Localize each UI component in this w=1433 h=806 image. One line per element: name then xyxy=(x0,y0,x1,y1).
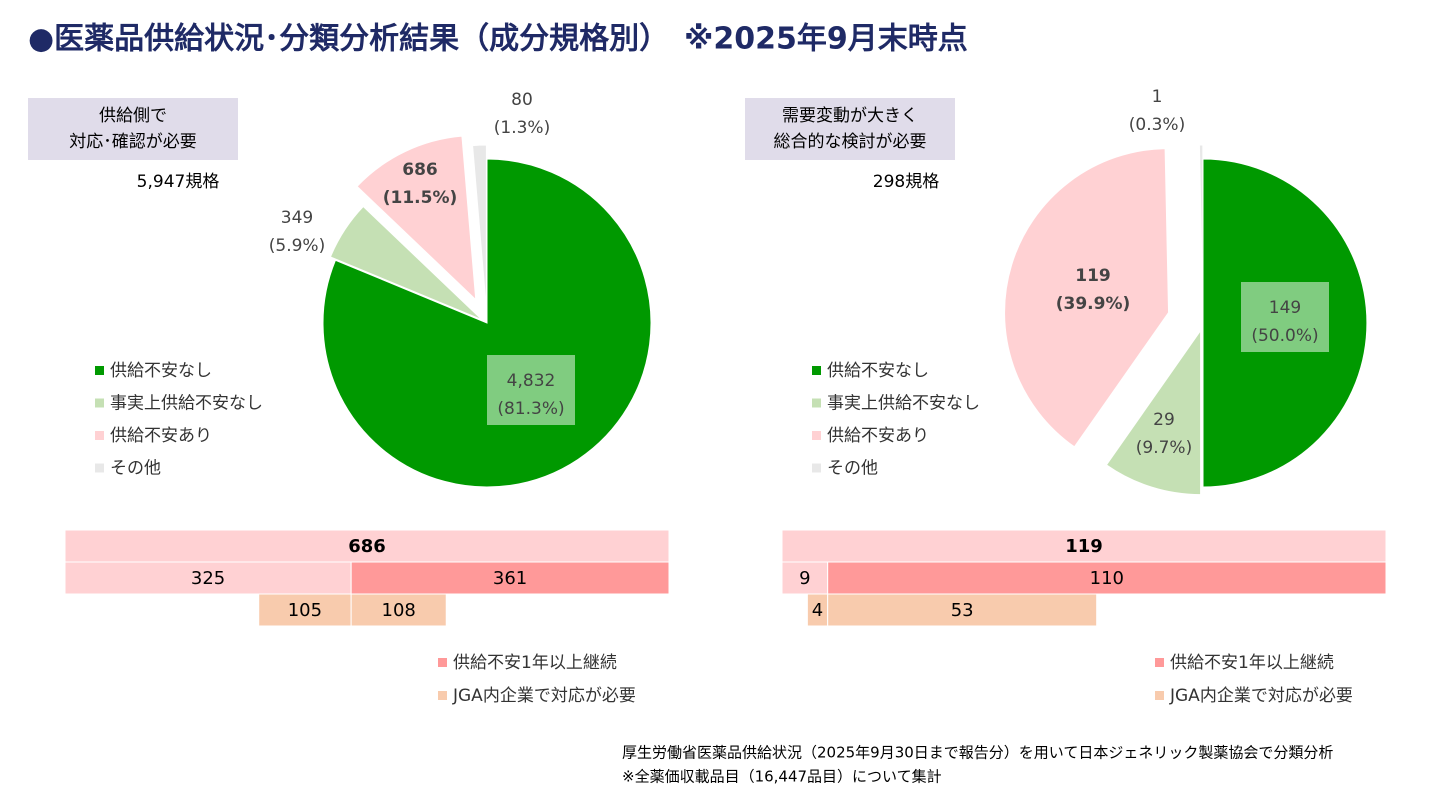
pie-slice xyxy=(322,158,652,488)
percent-label: (39.9%) xyxy=(1056,294,1131,314)
label-box xyxy=(487,355,575,425)
percent-label: (0.3%) xyxy=(1129,115,1185,135)
slide-title: ●医薬品供給状況･分類分析結果（成分規格別） ※2025年9月末時点 xyxy=(28,22,968,57)
legend-swatch xyxy=(95,366,104,375)
total-label: 298規格 xyxy=(873,172,939,192)
legend-swatch xyxy=(1155,691,1164,700)
bar-label: 361 xyxy=(493,568,527,589)
percent-label: (1.3%) xyxy=(494,118,550,138)
legend-swatch xyxy=(95,398,104,408)
legend-label: 供給不安あり xyxy=(110,426,212,446)
bar-segment xyxy=(827,561,1387,595)
bar-label: 110 xyxy=(1090,568,1124,589)
legend-swatch xyxy=(438,658,447,667)
legend-label: 供給不安1年以上継続 xyxy=(453,653,617,673)
percent-label: (9.7%) xyxy=(1136,438,1192,458)
bar-label: 325 xyxy=(191,568,225,589)
note-text: 需要変動が大きく xyxy=(782,106,918,126)
legend-label: その他 xyxy=(827,459,878,479)
bar-segment xyxy=(350,593,447,627)
legend-label: 供給不安なし xyxy=(827,361,929,381)
percent-label: (50.0%) xyxy=(1251,326,1318,346)
note-text: 対応･確認が必要 xyxy=(69,132,197,152)
bar-segment xyxy=(781,529,1387,563)
pie-slice xyxy=(356,135,477,301)
pie-slice xyxy=(1105,329,1202,496)
legend-label: 供給不安なし xyxy=(110,361,212,381)
percent-label: (5.9%) xyxy=(269,236,325,256)
pie-slice xyxy=(472,144,487,310)
note-text: 供給側で xyxy=(99,106,167,126)
data-label: 4,832 xyxy=(507,371,556,391)
total-label: 5,947規格 xyxy=(137,172,220,192)
bar-label: 108 xyxy=(382,600,416,621)
legend-swatch xyxy=(812,431,821,440)
data-label: 349 xyxy=(281,208,313,228)
legend-swatch xyxy=(438,691,447,700)
note-box xyxy=(745,98,955,160)
legend-label: 事実上供給不安なし xyxy=(110,394,263,414)
legend-swatch xyxy=(95,463,104,473)
bar-segment xyxy=(258,593,352,627)
legend-label: その他 xyxy=(110,459,161,479)
bar-label: 105 xyxy=(288,600,322,621)
data-label: 29 xyxy=(1153,410,1175,430)
bar-label: 9 xyxy=(799,568,810,589)
legend-swatch xyxy=(812,463,821,473)
data-label: 119 xyxy=(1075,266,1111,286)
note-box xyxy=(28,98,238,160)
data-label: 1 xyxy=(1152,87,1163,107)
bar-label: 53 xyxy=(951,600,974,621)
legend-label: JGA内企業で対応が必要 xyxy=(452,686,636,706)
legend-label: JGA内企業で対応が必要 xyxy=(1169,686,1353,706)
data-label: 686 xyxy=(402,160,438,180)
pie-slice xyxy=(1198,144,1204,310)
legend-swatch xyxy=(812,398,821,408)
bar-label: 686 xyxy=(348,536,386,557)
percent-label: (11.5%) xyxy=(383,188,458,208)
bar-label: 119 xyxy=(1065,536,1103,557)
footnote: 厚生労働省医薬品供給状況（2025年9月30日まで報告分）を用いて日本ジェネリッ… xyxy=(622,744,1333,762)
legend-swatch xyxy=(1155,658,1164,667)
label-box xyxy=(1241,282,1329,352)
bar-segment xyxy=(781,561,829,595)
legend-swatch xyxy=(95,431,104,440)
percent-label: (81.3%) xyxy=(497,399,564,419)
legend-label: 事実上供給不安なし xyxy=(827,394,980,414)
bar-label: 4 xyxy=(812,600,823,621)
footnote: ※全薬価収載品目（16,447品目）について集計 xyxy=(622,768,942,786)
note-text: 総合的な検討が必要 xyxy=(774,132,927,152)
pie-slice xyxy=(1004,148,1170,448)
legend-swatch xyxy=(812,366,821,375)
pie-slice xyxy=(329,205,483,321)
bar-segment xyxy=(350,561,670,595)
legend-label: 供給不安1年以上継続 xyxy=(1170,653,1334,673)
legend-label: 供給不安あり xyxy=(827,426,929,446)
bar-segment xyxy=(64,561,352,595)
bar-segment xyxy=(827,593,1098,627)
data-label: 80 xyxy=(511,90,533,110)
data-label: 149 xyxy=(1269,298,1301,318)
